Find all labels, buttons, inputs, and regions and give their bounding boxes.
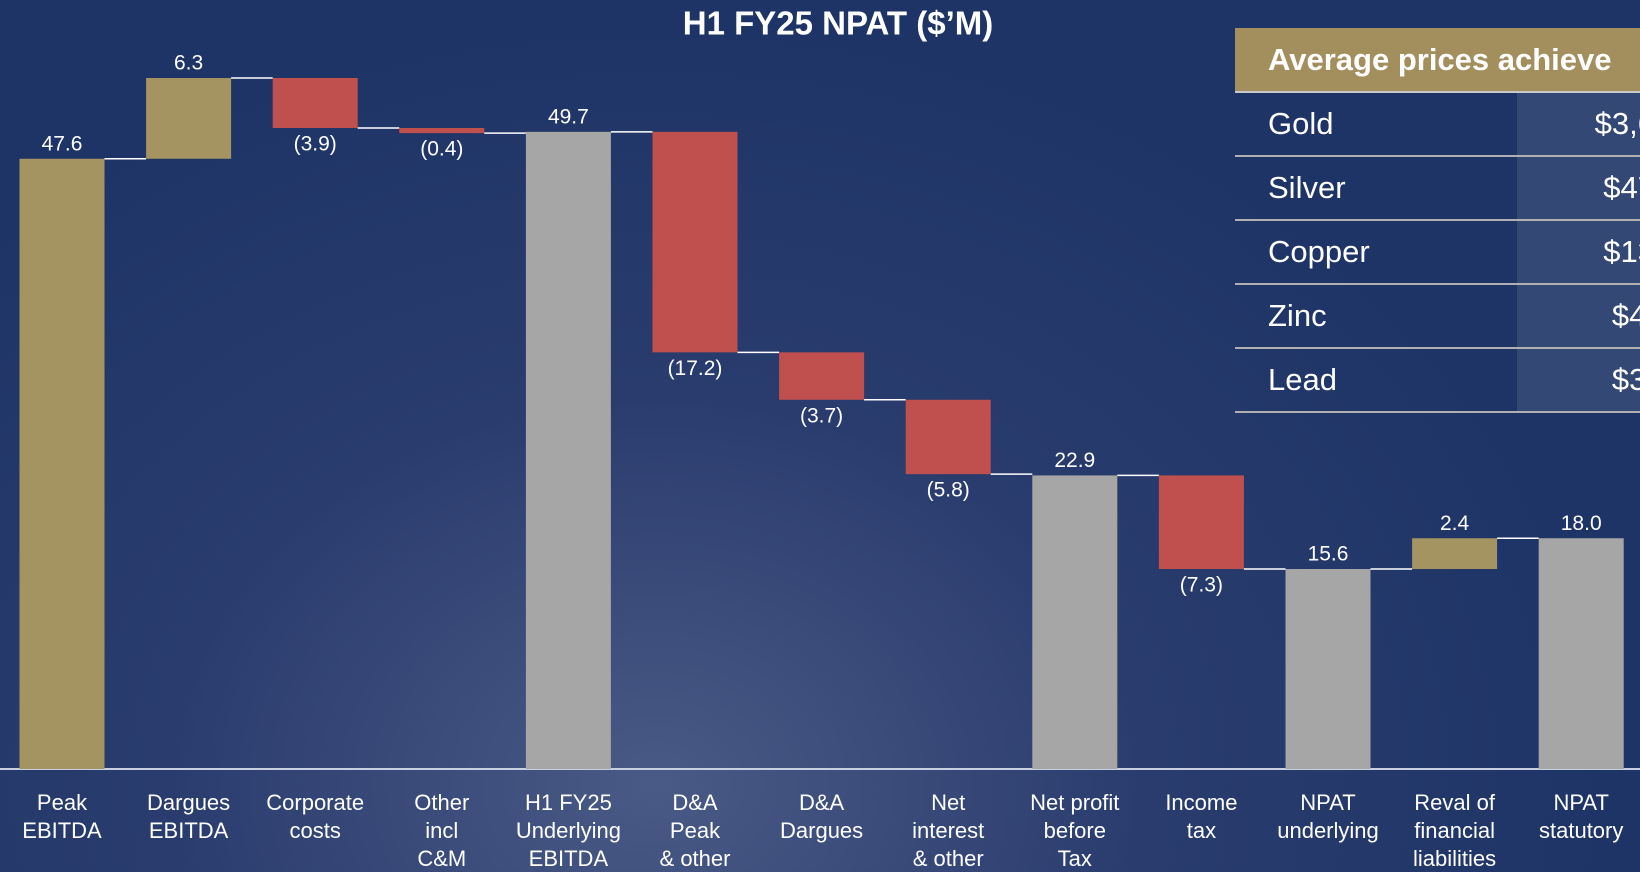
value-label: 47.6: [42, 132, 83, 155]
bar: [273, 78, 358, 128]
x-tick-label: D&A: [672, 790, 718, 815]
value-label: 18.0: [1561, 512, 1602, 535]
bar: [1412, 538, 1497, 569]
x-tick-label: & other: [913, 846, 984, 871]
bar: [1159, 475, 1244, 569]
x-tick-label: Underlying: [516, 818, 621, 843]
bar: [1539, 538, 1624, 769]
bar: [1032, 475, 1117, 769]
table-row: Lead$3,: [1235, 349, 1640, 413]
page: H1 FY25 NPAT ($’M) 47.6 Peak EBITDA 6.3 Darg…: [0, 0, 1640, 872]
x-tick-label: NPAT: [1300, 790, 1355, 815]
x-tick-label: financial: [1414, 818, 1495, 843]
x-tick-label: NPAT: [1553, 790, 1608, 815]
value-label: (7.3): [1180, 574, 1223, 597]
metal-cell: Gold: [1235, 93, 1517, 155]
x-tick-label: H1 FY25: [525, 790, 612, 815]
x-tick-label: liabilities: [1413, 846, 1496, 871]
metal-cell: Zinc: [1235, 285, 1517, 347]
metal-cell: Silver: [1235, 157, 1517, 219]
bar: [146, 78, 231, 159]
x-tick-label: EBITDA: [149, 818, 229, 843]
x-tick-label: before: [1044, 818, 1106, 843]
x-tick-label: D&A: [799, 790, 845, 815]
value-label: 2.4: [1440, 512, 1470, 535]
x-tick-label: Peak: [37, 790, 88, 815]
bar: [1286, 569, 1371, 769]
value-label: (5.8): [927, 479, 970, 502]
bar: [906, 400, 991, 474]
x-tick-label: Reval of: [1414, 790, 1496, 815]
bar: [399, 128, 484, 133]
x-tick-label: statutory: [1539, 818, 1623, 843]
price-cell: $3,6: [1517, 93, 1640, 155]
x-tick-label: Dargues: [780, 818, 863, 843]
x-tick-label: tax: [1187, 818, 1216, 843]
x-tick-label: Net profit: [1030, 790, 1119, 815]
metal-cell: Copper: [1235, 221, 1517, 283]
x-tick-label: underlying: [1277, 818, 1379, 843]
x-tick-label: Income: [1165, 790, 1237, 815]
x-tick-label: EBITDA: [22, 818, 102, 843]
metal-cell: Lead: [1235, 349, 1517, 411]
value-label: 49.7: [548, 105, 589, 128]
table-row: Silver$47: [1235, 157, 1640, 221]
table-row: Copper$13: [1235, 221, 1640, 285]
value-label: 6.3: [174, 52, 203, 75]
x-tick-label: Dargues: [147, 790, 230, 815]
price-cell: $3,: [1517, 349, 1640, 411]
value-label: (3.7): [800, 404, 843, 427]
price-cell: $47: [1517, 157, 1640, 219]
value-label: 15.6: [1308, 543, 1349, 566]
bar: [526, 132, 611, 769]
table-row: Gold$3,6: [1235, 93, 1640, 157]
x-tick-label: EBITDA: [529, 846, 609, 871]
chart-title: H1 FY25 NPAT ($’M): [683, 5, 994, 42]
x-tick-label: costs: [290, 818, 341, 843]
price-table: Average prices achieve Gold$3,6Silver$47…: [1235, 28, 1640, 413]
x-tick-label: Other: [414, 790, 469, 815]
value-label: (3.9): [294, 133, 337, 156]
x-tick-label: Net: [931, 790, 965, 815]
x-tick-label: Corporate: [266, 790, 364, 815]
bar: [653, 132, 738, 353]
x-tick-label: C&M: [417, 846, 466, 871]
value-label: (0.4): [420, 138, 463, 161]
x-tick-label: incl: [425, 818, 458, 843]
table-title: Average prices achieve: [1235, 28, 1640, 93]
value-label: (17.2): [668, 357, 723, 380]
price-cell: $13: [1517, 221, 1640, 283]
price-cell: $4,: [1517, 285, 1640, 347]
x-tick-label: Peak: [670, 818, 721, 843]
x-tick-label: & other: [660, 846, 731, 871]
x-tick-label: Tax: [1058, 846, 1092, 871]
value-label: 22.9: [1054, 449, 1095, 472]
table-row: Zinc$4,: [1235, 285, 1640, 349]
bar: [779, 352, 864, 399]
x-tick-label: interest: [912, 818, 984, 843]
bar: [20, 159, 105, 769]
